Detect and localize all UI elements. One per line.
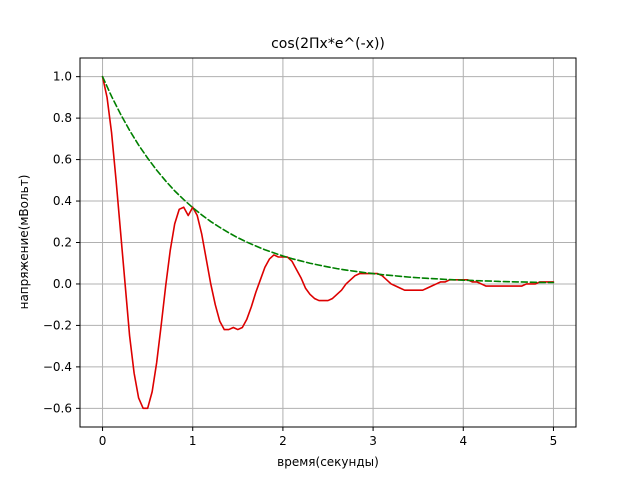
y-tick-label: 0.2	[53, 236, 72, 250]
y-tick-label: −0.4	[43, 360, 72, 374]
x-tick-label: 4	[459, 434, 467, 448]
series-line-oscillating	[101, 75, 555, 410]
grid	[80, 58, 576, 427]
x-tick-label: 5	[550, 434, 558, 448]
y-tick-label: 0.6	[53, 153, 72, 167]
y-tick-label: 1.0	[53, 70, 72, 84]
y-tick-label: 0.0	[53, 277, 72, 291]
y-tick-label: 0.8	[53, 111, 72, 125]
x-tick-label: 2	[279, 434, 287, 448]
chart-title: cos(2Пx*e^(-x))	[271, 36, 385, 52]
x-tick-label: 3	[369, 434, 377, 448]
y-axis-label: напряжение(мВольт)	[17, 175, 31, 310]
y-tick-label: 0.4	[53, 194, 72, 208]
y-tick-label: −0.2	[43, 318, 72, 332]
ticks: 0 1 2 3 4 5 −0.6 −0.4 −0.2 0.0 0.2 0.4 0.6 0.8 1.0	[43, 70, 557, 448]
series-line-envelope	[101, 75, 555, 284]
x-tick-label: 0	[99, 434, 107, 448]
x-tick-label: 1	[189, 434, 197, 448]
x-axis-label: время(секунды)	[277, 455, 379, 469]
series-group	[101, 75, 555, 410]
y-tick-label: −0.6	[43, 401, 72, 415]
